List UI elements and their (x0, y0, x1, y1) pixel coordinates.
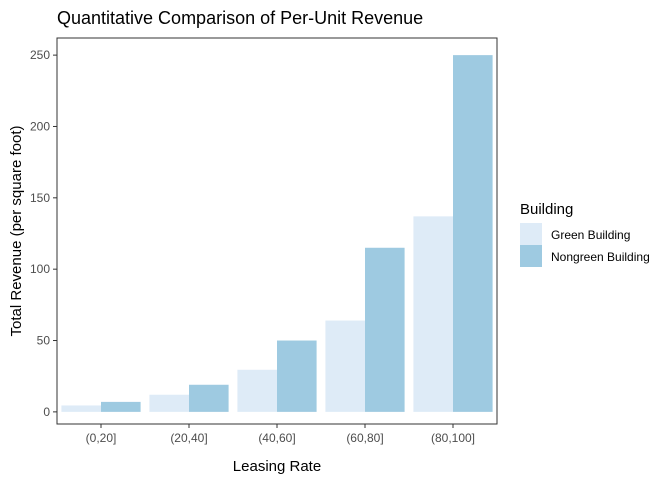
x-tick-label: (80,100] (431, 431, 475, 445)
y-tick-label: 50 (37, 334, 51, 348)
x-axis: (0,20] (20,40] (40,60] (60,80] (80,100] (86, 424, 475, 445)
bar-nongreen (365, 247, 405, 412)
bar-nongreen (277, 340, 317, 412)
x-tick-label: (40,60] (258, 431, 295, 445)
x-axis-title: Leasing Rate (233, 458, 321, 475)
y-tick-label: 0 (43, 405, 50, 419)
legend: Building Green Building Nongreen Buildin… (520, 201, 650, 267)
x-tick-label: (20,40] (170, 431, 207, 445)
y-tick-label: 150 (30, 191, 50, 205)
bar-nongreen (101, 401, 141, 412)
bar-green (61, 405, 101, 412)
y-tick-label: 200 (30, 119, 50, 133)
bar-green (237, 369, 277, 412)
x-tick-label: (60,80] (346, 431, 383, 445)
y-tick-label: 100 (30, 262, 50, 276)
bar-green (325, 320, 365, 412)
legend-title: Building (520, 201, 573, 218)
x-tick-label: (0,20] (86, 431, 117, 445)
y-axis: 0 50 100 150 200 250 (30, 48, 57, 419)
bar-green (149, 394, 189, 412)
bars-layer (61, 55, 493, 412)
y-axis-title: Total Revenue (per square foot) (8, 126, 25, 337)
bar-nongreen (453, 55, 493, 412)
legend-label-green: Green Building (551, 228, 630, 242)
y-tick-label: 250 (30, 48, 50, 62)
chart-title: Quantitative Comparison of Per-Unit Reve… (57, 8, 423, 28)
legend-label-nongreen: Nongreen Building (551, 250, 650, 264)
bar-green (413, 216, 453, 412)
legend-swatch-nongreen (520, 245, 542, 267)
bar-nongreen (189, 384, 229, 412)
legend-swatch-green (520, 223, 542, 245)
